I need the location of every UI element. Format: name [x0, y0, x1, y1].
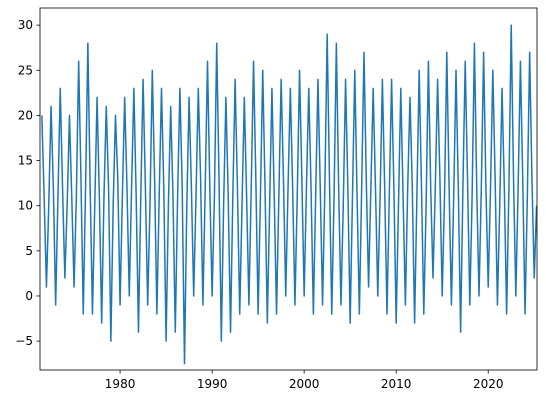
x-tick-label: 1990 — [197, 377, 228, 391]
x-tick-label: 2020 — [473, 377, 504, 391]
x-tick-label: 1980 — [105, 377, 136, 391]
y-tick-label: 15 — [18, 154, 33, 168]
data-line — [41, 24, 538, 365]
x-tick-label: 2010 — [381, 377, 412, 391]
y-tick-label: 25 — [18, 63, 33, 77]
y-tick-label: −5 — [15, 334, 33, 348]
y-tick-label: 10 — [18, 199, 33, 213]
plot-frame — [39, 7, 538, 371]
y-tick-label: 20 — [18, 108, 33, 122]
y-tick-label: 30 — [18, 18, 33, 32]
x-tick-label: 2000 — [289, 377, 320, 391]
y-tick-label: 5 — [25, 244, 33, 258]
y-tick-label: 0 — [25, 289, 33, 303]
